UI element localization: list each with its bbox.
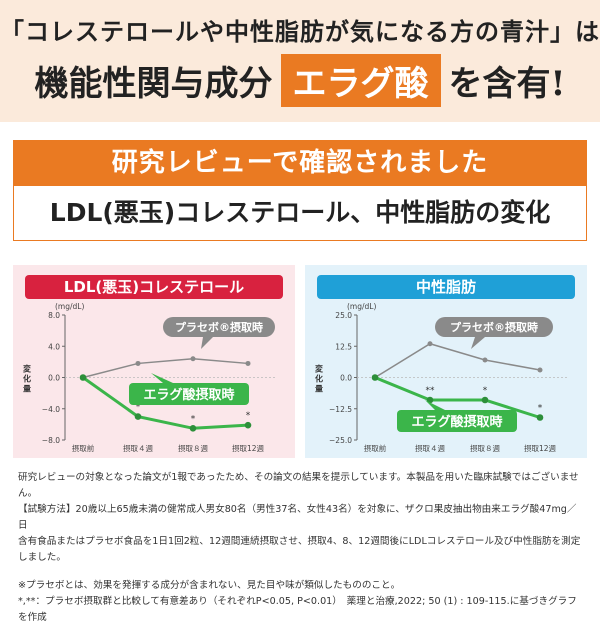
data-point-placebo — [190, 356, 196, 362]
series-line-placebo — [82, 357, 249, 379]
data-point-placebo — [245, 360, 251, 366]
tg-chart: (mg/dL) 変化量 25.0 12.5 0.0 −12.5 −25.0 摂取前 摂取４週 摂取… — [315, 302, 567, 453]
y-tick-label: −4.0 — [42, 405, 60, 414]
y-tick-label: 4.0 — [48, 342, 60, 351]
header-line2-post: を含有! — [448, 64, 566, 104]
data-point-placebo — [135, 360, 141, 366]
header-line2-pre: 機能性関与成分 — [34, 64, 273, 104]
x-tick-label: 摂取８週 — [178, 443, 208, 453]
series-line-placebo — [374, 342, 541, 379]
y-tick-label: −12.5 — [329, 405, 352, 414]
data-point-placebo — [537, 367, 543, 373]
data-point-placebo — [427, 341, 433, 347]
y-tick-label: −25.0 — [329, 436, 352, 445]
review-banner: 研究レビューで確認されました — [13, 140, 587, 186]
header-line2: 機能性関与成分 エラグ酸 を含有! — [0, 54, 600, 107]
header: 「コレステロールや中性脂肪が気になる方の青汁」は 機能性関与成分 エラグ酸 を含有! — [0, 0, 600, 122]
ellagic-callout-tail — [425, 400, 445, 410]
data-point-ellagic — [426, 396, 434, 404]
data-point-ellagic — [79, 374, 87, 381]
y-unit-label: (mg/dL) — [347, 302, 376, 311]
y-tick-label: 0.0 — [340, 374, 352, 383]
data-point-ellagic — [371, 374, 379, 381]
x-tick-label: 摂取８週 — [470, 443, 500, 453]
placebo-callout-tail — [471, 337, 485, 349]
data-point-ellagic — [244, 421, 252, 429]
ellagic-callout-tail — [151, 373, 173, 383]
tg-chart-title: 中性脂肪 — [317, 275, 575, 299]
x-tick-label: 摂取４週 — [415, 443, 445, 453]
ellagic-legend-label: エラグ酸摂取時 — [143, 387, 234, 403]
ellagic-callout-box — [129, 383, 249, 405]
data-point-ellagic — [134, 413, 142, 420]
placebo-legend-label: プラセボ®摂取時 — [450, 320, 538, 334]
series-line-ellagic — [374, 376, 541, 419]
y-tick-label: 25.0 — [335, 311, 352, 320]
placebo-callout-box — [163, 317, 275, 337]
note-line: 含有食品またはプラセボ食品を1日1回2粒、12週間連続摂取させ、摂取4、8、12… — [18, 536, 581, 547]
x-tick-label: 摂取前 — [72, 443, 95, 453]
y-tick-label: −8.0 — [42, 436, 60, 445]
notes: 研究レビューの対象となった論文が1報であったため、その論文の結果を提示しています… — [18, 470, 586, 626]
data-point-ellagic — [536, 414, 544, 421]
x-tick-label: 摂取12週 — [524, 443, 557, 453]
note-line: 研究レビューの対象となった論文が1報であったため、その論文の結果を提示しています… — [18, 472, 579, 499]
subhead-box: LDL(悪玉)コレステロール、中性脂肪の変化 — [13, 186, 587, 241]
significance-mark: ** — [426, 386, 436, 396]
y-tick-label: 12.5 — [335, 342, 352, 351]
significance-mark: * — [191, 414, 196, 424]
ldl-panel: LDL(悪玉)コレステロール (mg/dL) 変化量 8.0 4.0 0.0 −4.0 −8… — [13, 265, 295, 458]
y-tick-label: 8.0 — [48, 311, 60, 320]
y-unit-label: (mg/dL) — [55, 302, 84, 311]
placebo-callout-box — [435, 317, 553, 337]
note-line: しました。 — [18, 552, 66, 563]
y-axis-label: 変化量 — [23, 364, 31, 394]
significance-mark: * — [136, 403, 141, 413]
significance-mark: * — [483, 386, 488, 396]
note-line: ※プラセボとは、効果を発揮する成分が含まれない、見た目や味が類似したもののこと。 — [18, 580, 401, 591]
data-point-placebo — [482, 357, 488, 363]
y-axis-label: 変化量 — [315, 364, 323, 394]
header-line1: 「コレステロールや中性脂肪が気になる方の青汁」は — [0, 17, 600, 46]
placebo-callout-tail — [201, 337, 213, 349]
ellagic-legend-label: エラグ酸摂取時 — [411, 414, 502, 430]
tg-panel: 中性脂肪 (mg/dL) 変化量 25.0 12.5 0.0 −12.5 −25.0 摂取前 摂… — [305, 265, 587, 458]
placebo-legend-label: プラセボ®摂取時 — [175, 320, 263, 334]
subhead-title: LDL(悪玉)コレステロール、中性脂肪の変化 — [49, 198, 551, 227]
header-highlight: エラグ酸 — [280, 54, 441, 107]
note-line: *,**：プラセボ摂取群と比較して有意差あり（それぞれP<0.05, P<0.0… — [18, 596, 577, 623]
series-line-ellagic — [82, 376, 249, 430]
ldl-chart-title: LDL(悪玉)コレステロール — [25, 275, 283, 299]
y-tick-label: 0.0 — [48, 374, 60, 383]
ldl-chart: (mg/dL) 変化量 8.0 4.0 0.0 −4.0 −8.0 摂取前 摂取４週 摂取８週 摂取… — [23, 302, 275, 453]
x-tick-label: 摂取４週 — [123, 443, 153, 453]
significance-mark: * — [538, 404, 543, 414]
x-tick-label: 摂取前 — [364, 443, 387, 453]
ellagic-callout-box — [397, 410, 517, 432]
note-line: 【試験方法】20歳以上65歳未満の健常成人男女80名（男性37名、女性43名）を… — [18, 504, 577, 531]
significance-mark: * — [246, 411, 251, 421]
data-point-ellagic — [189, 424, 197, 432]
data-point-ellagic — [481, 396, 489, 404]
x-tick-label: 摂取12週 — [232, 443, 265, 453]
